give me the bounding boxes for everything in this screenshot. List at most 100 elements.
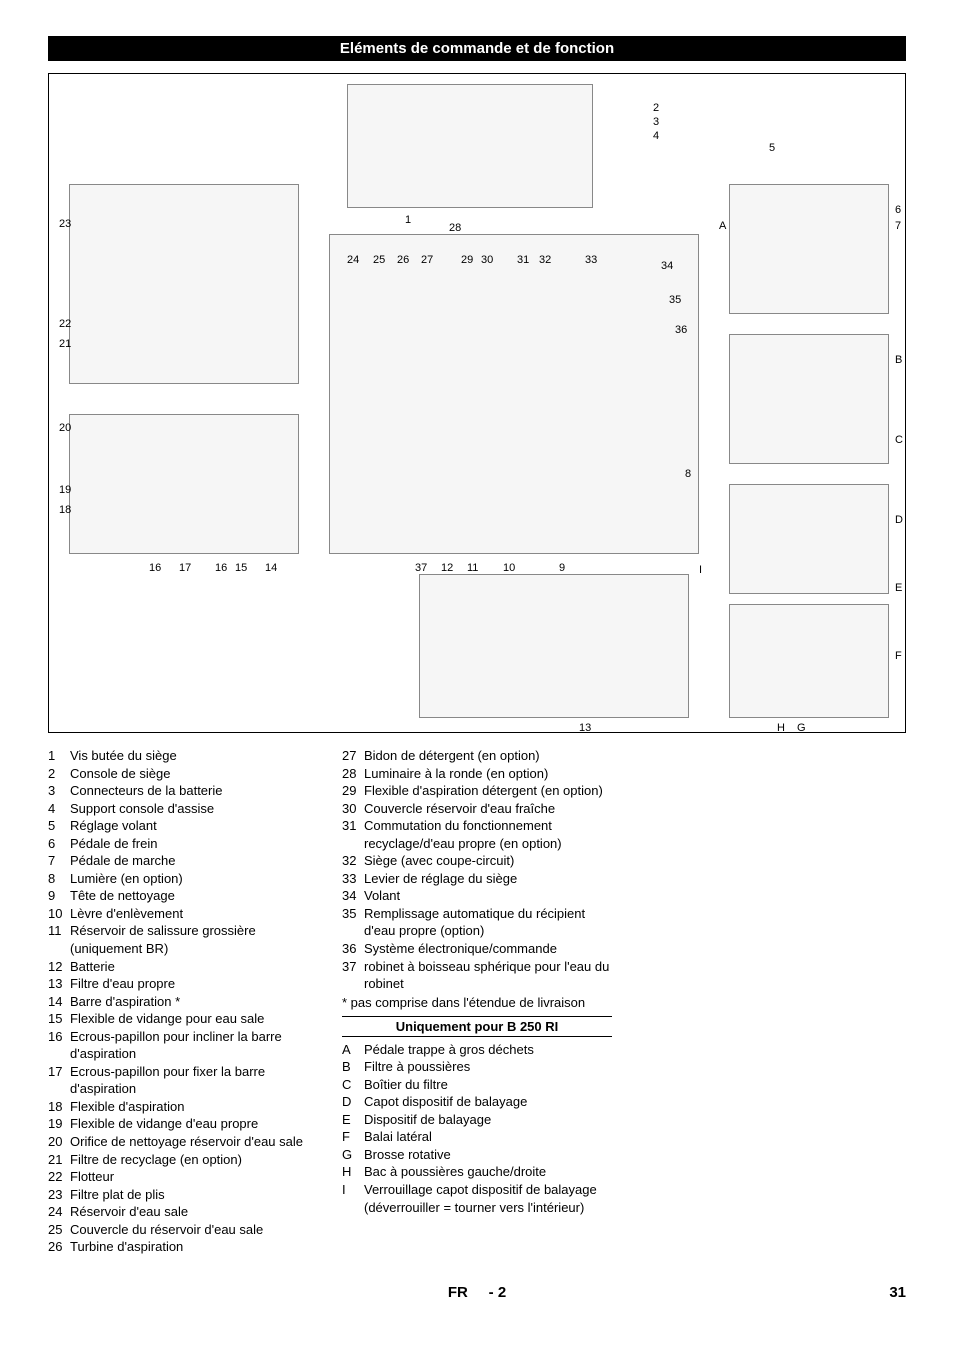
item-text: Flotteur: [70, 1168, 318, 1186]
item-text: Turbine d'aspiration: [70, 1238, 318, 1256]
legend-item-16: 16Ecrous-papillon pour incliner la barre…: [48, 1028, 318, 1063]
callout-1: 1: [405, 214, 411, 226]
legend-item-15: 15Flexible de vidange pour eau sale: [48, 1010, 318, 1028]
section-title-bar: Eléments de commande et de fonction: [48, 36, 906, 61]
callout-24: 24: [347, 254, 359, 266]
legend-columns: 1Vis butée du siège2Console de siège3Con…: [48, 747, 906, 1256]
callout-5: 5: [769, 142, 775, 154]
item-text: Verrouillage capot dispositif de balayag…: [364, 1181, 612, 1216]
callout-8: 8: [685, 468, 691, 480]
legend-item-3: 3Connecteurs de la batterie: [48, 782, 318, 800]
legend-item-23: 23Filtre plat de plis: [48, 1186, 318, 1204]
legend-item-10: 10Lèvre d'enlèvement: [48, 905, 318, 923]
callout-7: 7: [895, 220, 901, 232]
callout-b15: 15: [235, 562, 247, 574]
callout-36: 36: [675, 324, 687, 336]
diagram-panel-right-3: [729, 484, 889, 594]
legend-letter-B: BFiltre à poussières: [342, 1058, 612, 1076]
legend-letter-G: GBrosse rotative: [342, 1146, 612, 1164]
callout-H: H: [777, 722, 785, 733]
legend-item-19: 19Flexible de vidange d'eau propre: [48, 1115, 318, 1133]
footer-sep: -: [489, 1284, 494, 1301]
item-text: Luminaire à la ronde (en option): [364, 765, 612, 783]
callout-F: F: [895, 650, 902, 662]
legend-letter-H: HBac à poussières gauche/droite: [342, 1163, 612, 1181]
item-number: 18: [48, 1098, 70, 1116]
callout-6: 6: [895, 204, 901, 216]
item-number: 27: [342, 747, 364, 765]
item-text: Système électronique/commande: [364, 940, 612, 958]
legend-letter-D: DCapot dispositif de balayage: [342, 1093, 612, 1111]
legend-item-29: 29Flexible d'aspiration détergent (en op…: [342, 782, 612, 800]
item-text: Pédale de marche: [70, 852, 318, 870]
item-number: 25: [48, 1221, 70, 1239]
item-text: Couvercle réservoir d'eau fraîche: [364, 800, 612, 818]
item-text: Lumière (en option): [70, 870, 318, 888]
callout-27: 27: [421, 254, 433, 266]
item-text: Flexible d'aspiration: [70, 1098, 318, 1116]
item-text: Brosse rotative: [364, 1146, 612, 1164]
legend-letter-C: CBoîtier du filtre: [342, 1076, 612, 1094]
sub-heading: Uniquement pour B 250 RI: [342, 1016, 612, 1037]
legend-item-32: 32Siège (avec coupe-circuit): [342, 852, 612, 870]
item-number: 23: [48, 1186, 70, 1204]
item-text: Batterie: [70, 958, 318, 976]
item-text: Console de siège: [70, 765, 318, 783]
item-text: Flexible de vidange pour eau sale: [70, 1010, 318, 1028]
item-text: Levier de réglage du siège: [364, 870, 612, 888]
legend-item-2: 2Console de siège: [48, 765, 318, 783]
legend-item-13: 13Filtre d'eau propre: [48, 975, 318, 993]
item-text: Vis butée du siège: [70, 747, 318, 765]
page-footer: FR - 2 31: [48, 1284, 906, 1308]
item-text: Pédale de frein: [70, 835, 318, 853]
callout-18: 18: [59, 504, 71, 516]
item-number: 24: [48, 1203, 70, 1221]
legend-letter-E: EDispositif de balayage: [342, 1111, 612, 1129]
callout-I: I: [699, 564, 702, 576]
item-number: 30: [342, 800, 364, 818]
item-number: I: [342, 1181, 364, 1199]
legend-item-27: 27Bidon de détergent (en option): [342, 747, 612, 765]
item-number: F: [342, 1128, 364, 1146]
item-text: Tête de nettoyage: [70, 887, 318, 905]
diagram-panel-right-4: [729, 604, 889, 718]
item-text: Couvercle du réservoir d'eau sale: [70, 1221, 318, 1239]
item-text: Orifice de nettoyage réservoir d'eau sal…: [70, 1133, 318, 1151]
legend-col-3: [636, 747, 906, 1256]
diagram-panel-top: [347, 84, 593, 208]
item-number: 29: [342, 782, 364, 800]
callout-b11: 11: [467, 562, 478, 574]
callout-26: 26: [397, 254, 409, 266]
item-text: Réservoir d'eau sale: [70, 1203, 318, 1221]
item-text: Siège (avec coupe-circuit): [364, 852, 612, 870]
callout-b13: 13: [579, 722, 591, 733]
item-number: 35: [342, 905, 364, 923]
item-number: 19: [48, 1115, 70, 1133]
callout-28: 28: [449, 222, 461, 234]
item-text: Balai latéral: [364, 1128, 612, 1146]
item-text: Ecrous-papillon pour fixer la barre d'as…: [70, 1063, 318, 1098]
item-number: 33: [342, 870, 364, 888]
callout-34: 34: [661, 260, 673, 272]
item-text: Réservoir de salissure grossière (unique…: [70, 922, 318, 957]
item-text: Pédale trappe à gros déchets: [364, 1041, 612, 1059]
callout-C: C: [895, 434, 903, 446]
legend-col-2: 27Bidon de détergent (en option)28Lumina…: [342, 747, 612, 1256]
footer-center: FR - 2: [448, 1284, 506, 1301]
item-number: 21: [48, 1151, 70, 1169]
item-number: 2: [48, 765, 70, 783]
callout-4: 4: [653, 130, 659, 142]
callout-A: A: [719, 220, 726, 232]
item-text: Lèvre d'enlèvement: [70, 905, 318, 923]
item-number: 28: [342, 765, 364, 783]
item-number: 15: [48, 1010, 70, 1028]
legend-item-20: 20Orifice de nettoyage réservoir d'eau s…: [48, 1133, 318, 1151]
legend-letter-A: APédale trappe à gros déchets: [342, 1041, 612, 1059]
item-text: Filtre d'eau propre: [70, 975, 318, 993]
callout-b37: 37: [415, 562, 427, 574]
item-number: 6: [48, 835, 70, 853]
callout-b10: 10: [503, 562, 515, 574]
legend-item-31: 31Commutation du fonctionnement recyclag…: [342, 817, 612, 852]
item-text: Bac à poussières gauche/droite: [364, 1163, 612, 1181]
callout-31: 31: [517, 254, 529, 266]
